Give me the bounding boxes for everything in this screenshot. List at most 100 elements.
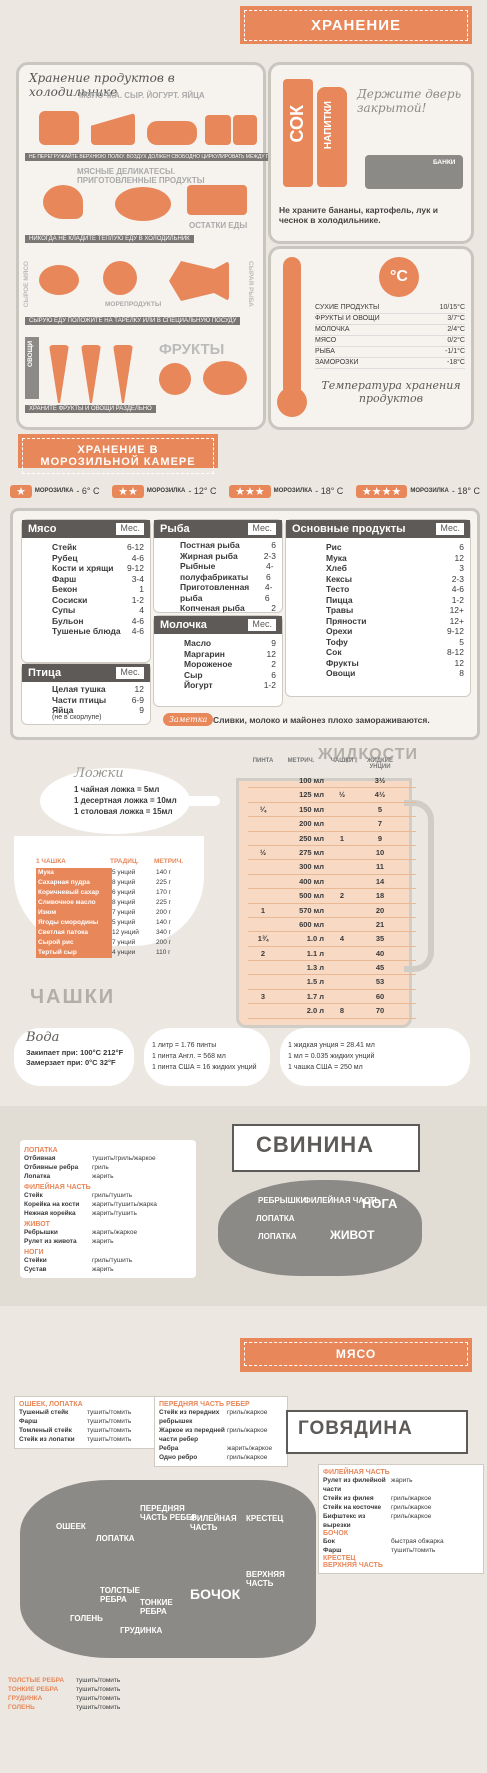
- item-months: 3: [459, 563, 464, 573]
- item-months: 6-12: [126, 542, 144, 552]
- cans-label: БАНКИ: [433, 159, 456, 166]
- pork-cut: Отбивные ребра: [24, 1164, 79, 1171]
- freezer-item: Фрукты 12: [286, 658, 470, 669]
- cup-cell: 5 унций: [112, 869, 136, 876]
- liquid-row: 125 мл ½ 4½: [248, 788, 416, 803]
- cat-rawmeat: СЫРОЕ МЯСО: [23, 261, 30, 308]
- cup-cell: Ягоды смородины: [36, 918, 112, 928]
- item-months: 12: [266, 648, 276, 659]
- liq-cell: [248, 817, 278, 830]
- item-months: 4-6: [451, 584, 464, 594]
- rating-temp: - 6° C: [76, 486, 100, 496]
- liq-cell: [324, 860, 360, 873]
- cat-rawfish: СЫРАЯ РЫБА: [247, 261, 254, 307]
- liq-cell: [248, 832, 278, 845]
- conv1-list: 1 литр = 1.76 пинты 1 пинта Англ. = 568 м…: [152, 1040, 257, 1073]
- freezer-item: Пицца 1-2: [286, 595, 470, 606]
- juice-carton: [283, 79, 313, 187]
- freezer-item: Постная рыба 6: [154, 540, 282, 551]
- apple-icon: [159, 363, 191, 395]
- cup-cell: 5 унций: [112, 919, 136, 926]
- liq-header: ПИНТА: [252, 758, 274, 764]
- rating-stars: ★★: [112, 484, 144, 498]
- strip-fruit: ХРАНИТЕ ФРУКТЫ И ОВОЩИ РАЗДЕЛЬНО: [25, 405, 156, 413]
- liq-cell: 5: [377, 804, 383, 814]
- cup-cell: 6 унций: [112, 889, 136, 896]
- cheese-icon: [91, 113, 135, 145]
- liq-cell: 70: [375, 1006, 385, 1016]
- liq-cell: 21: [375, 919, 385, 929]
- spoon-line: 1 десертная ложка = 10мл: [74, 796, 177, 805]
- pot-icon: [39, 111, 79, 145]
- beef-item: Одно ребро гриль/жаркое: [159, 1453, 283, 1462]
- liq-cell: [324, 990, 360, 1003]
- conv2-cloud: [280, 1028, 470, 1086]
- beef-item: Ребра жарить/жаркое: [159, 1444, 283, 1453]
- beef-method: жарить/жаркое: [227, 1445, 273, 1452]
- liq-cell: [248, 875, 278, 888]
- freezer-panel: Мясо Мес. Стейк 6-12 Рубец 4-6 Кости и хрящи 9…: [10, 508, 480, 740]
- freezer-item: Копченая рыба 2: [154, 603, 282, 614]
- liq-cell: [324, 875, 360, 888]
- freezer-item: Супы 4: [22, 605, 150, 616]
- liq-cell: [248, 788, 278, 801]
- pig-cut-label: ЖИВОТ: [330, 1228, 375, 1242]
- water-cloud: [14, 1028, 134, 1086]
- item-name: Кексы: [326, 573, 353, 584]
- temp-value: -1/1°C: [445, 348, 465, 355]
- temp-row: ФРУКТЫ И ОВОЩИ 3/7°C: [315, 314, 465, 325]
- fridge-panel: Хранение продуктов в холодильнике МОЛОЧК…: [16, 62, 295, 430]
- item-months: 2: [271, 603, 276, 613]
- pork-cut: Нежная корейка: [24, 1210, 76, 1217]
- liq-cell: 250 мл: [299, 833, 324, 843]
- beef-cut: ГРУДИНКА: [8, 1695, 43, 1702]
- beef-method: гриль/жаркое: [227, 1427, 268, 1434]
- liq-cell: 100 мл: [299, 776, 324, 785]
- pig-silhouette: [218, 1180, 422, 1276]
- beef-cut: Рулет из филейной части: [323, 1477, 386, 1493]
- beef-item: Жаркое из передней части ребер гриль/жарк…: [159, 1426, 283, 1444]
- liq-cell: [248, 1004, 278, 1017]
- cup-row: Тертый сыр 4 унции 110 г: [36, 948, 196, 958]
- cup-cell: 140 г: [156, 919, 172, 926]
- item-name: Йогурт: [184, 680, 213, 690]
- cat-dairy: МОЛОЧКА. СЫР. ЙОГУРТ. ЯЙЦА: [79, 91, 205, 100]
- cat-seafood: МОРЕПРОДУКТЫ: [105, 301, 162, 308]
- pork-title: СВИНИНА: [256, 1132, 375, 1157]
- item-months: 1: [139, 584, 144, 594]
- pig-cut-label: ЛОПАТКА: [258, 1232, 297, 1241]
- storage-banner: ХРАНЕНИЕ: [240, 6, 472, 44]
- pork-list: ЛОПАТКА Отбивная тушить/гриль/жаркое Отбивн…: [20, 1140, 196, 1278]
- cup-row: Ягоды смородины 5 унций 140 г: [36, 918, 196, 928]
- liquid-row: 200 мл 7: [248, 817, 416, 832]
- freezer-item: Тушеные блюда 4-6: [22, 626, 150, 637]
- water-title: Вода: [26, 1030, 60, 1045]
- beef-cut: Жаркое из передней части ребер: [159, 1427, 225, 1443]
- cow-cut-label: ГРУДИНКА: [120, 1626, 163, 1635]
- card-basic: Основные продукты Мес. Рис 6 Мука 12 Хлеб 3 Кек…: [285, 519, 471, 697]
- spoon-handle: [180, 796, 220, 806]
- item-months: 9: [271, 638, 276, 648]
- item-months: 12: [134, 684, 144, 694]
- beef-mid-box: ПЕРЕДНЯЯ ЧАСТЬ РЕБЕР Стейк из передних ре…: [154, 1396, 288, 1467]
- pork-method: жарить: [92, 1266, 114, 1273]
- cups-header-cell: ТРАДИЦ.: [110, 858, 139, 865]
- item-name: Хлеб: [326, 563, 347, 573]
- cup-cell: 8 унций: [112, 879, 136, 886]
- item-months: 6: [271, 669, 276, 680]
- beef-cut: Стейк из филея: [323, 1495, 374, 1502]
- liq-cell: 1: [260, 905, 266, 915]
- item-months: 2: [271, 659, 276, 669]
- liq-cell: [324, 817, 360, 830]
- liquid-row: 300 мл 11: [248, 860, 416, 875]
- conv1-line: 1 пинта Англ. = 568 мл: [152, 1053, 226, 1060]
- pork-method: гриль/тушить: [92, 1257, 133, 1264]
- beef-method: тушить/томить: [87, 1427, 132, 1434]
- beef-cut: Томленый стейк: [19, 1427, 72, 1434]
- card-poultry: Птица Мес. Целая тушка 12 Части птицы 6-9 Яйц…: [21, 663, 151, 725]
- beef-cut: ТОНКИЕ РЕБРА: [8, 1686, 59, 1693]
- carrot-icon: [81, 345, 101, 403]
- cup-cell: Сырой рис: [36, 938, 112, 948]
- cup-cell: 200 г: [156, 909, 172, 916]
- door-note: Держите дверь закрытой!: [357, 87, 462, 115]
